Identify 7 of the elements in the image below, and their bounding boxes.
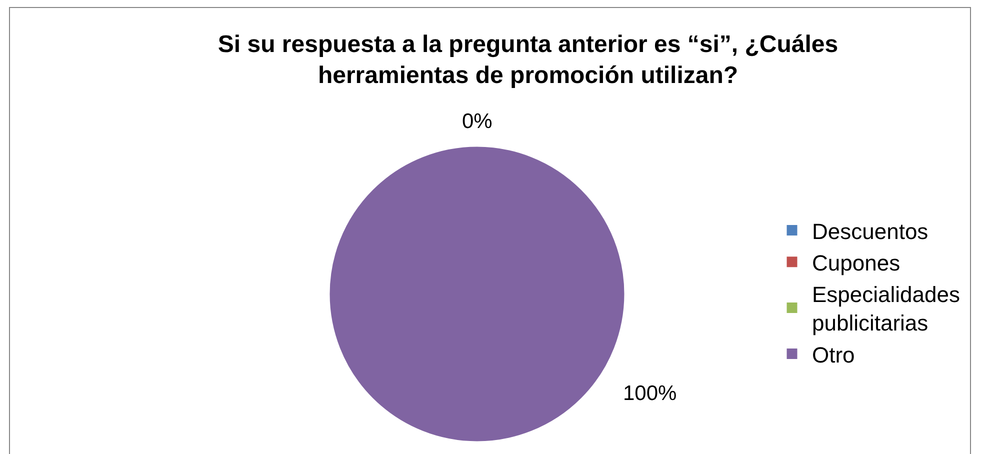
data-label: 100% <box>623 382 677 405</box>
legend-label: Especialidades publicitarias <box>812 282 960 336</box>
legend-label: Otro <box>812 342 855 368</box>
chart-title: Si su respuesta a la pregunta anterior es “si”, ¿Cuáles herramientas de promoción utilizan? <box>218 31 838 90</box>
legend-label: Cupones <box>812 250 900 276</box>
legend-label: Descuentos <box>812 218 928 244</box>
text: 0% <box>462 110 492 133</box>
